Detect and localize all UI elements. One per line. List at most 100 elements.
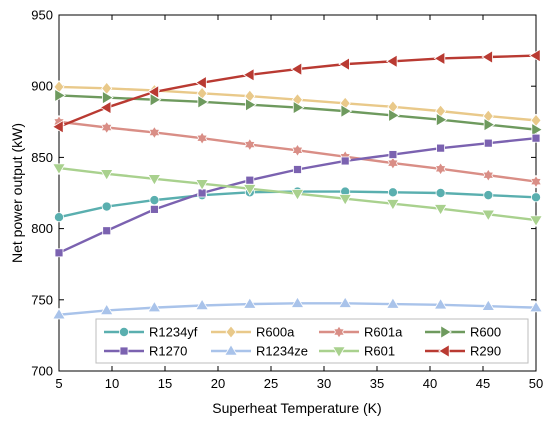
data-point-r601 bbox=[481, 209, 496, 222]
y-tick-label: 800 bbox=[31, 221, 53, 236]
data-point-r290 bbox=[52, 119, 64, 134]
data-point-r290 bbox=[147, 84, 160, 99]
data-point-r1234ze bbox=[529, 300, 543, 313]
data-point-r1234yf bbox=[531, 192, 542, 203]
data-point-r290 bbox=[385, 54, 398, 69]
y-tick-label: 850 bbox=[31, 150, 53, 165]
data-point-r1270 bbox=[149, 204, 159, 214]
x-tick-label: 50 bbox=[529, 376, 543, 391]
data-point-r601 bbox=[385, 199, 400, 211]
data-point-r1270 bbox=[54, 248, 64, 258]
y-tick-label: 950 bbox=[31, 8, 53, 23]
data-point-r1234yf bbox=[54, 212, 65, 223]
data-point-r600 bbox=[435, 112, 448, 127]
data-point-r1234ze bbox=[147, 300, 162, 313]
data-point-r601 bbox=[338, 194, 353, 206]
x-tick-label: 30 bbox=[317, 376, 331, 391]
legend-marker-r600a bbox=[225, 325, 237, 339]
data-point-r601a bbox=[291, 143, 304, 158]
data-point-r601 bbox=[52, 163, 66, 176]
data-point-r1234ze bbox=[481, 299, 496, 311]
data-point-r601 bbox=[99, 169, 114, 181]
data-point-r601a bbox=[530, 174, 542, 189]
legend-label-r600a: R600a bbox=[256, 325, 295, 340]
legend-label-r290: R290 bbox=[470, 344, 501, 359]
data-point-r1234yf bbox=[387, 187, 398, 198]
data-point-r601a bbox=[148, 125, 161, 140]
data-point-r1270 bbox=[245, 175, 255, 185]
data-point-r1234yf bbox=[149, 195, 160, 206]
data-point-r290 bbox=[338, 57, 350, 72]
data-point-r601 bbox=[433, 204, 448, 216]
data-point-r600 bbox=[102, 90, 114, 105]
data-point-r601 bbox=[529, 215, 543, 228]
data-point-r601a bbox=[243, 137, 256, 152]
data-point-r1270 bbox=[436, 143, 446, 153]
data-point-r1234yf bbox=[483, 190, 494, 201]
x-tick-label: 45 bbox=[476, 376, 490, 391]
data-point-r1234ze bbox=[385, 297, 400, 309]
legend-label-r601: R601 bbox=[364, 344, 395, 359]
legend-box bbox=[95, 318, 529, 364]
data-point-r1234yf bbox=[435, 187, 446, 198]
data-point-r290 bbox=[481, 50, 493, 64]
data-point-r1234ze bbox=[195, 298, 210, 311]
data-point-r600 bbox=[292, 100, 305, 115]
y-tick-label: 700 bbox=[31, 364, 53, 379]
data-point-r600 bbox=[483, 117, 496, 132]
data-point-r1234ze bbox=[99, 303, 114, 316]
data-point-r601 bbox=[242, 184, 257, 196]
legend-marker-r600 bbox=[440, 325, 452, 339]
data-point-r1270 bbox=[531, 133, 541, 143]
data-point-r1270 bbox=[483, 138, 493, 148]
y-axis-label: Net power output (kW) bbox=[9, 123, 25, 263]
legend-marker-r601a bbox=[333, 325, 345, 339]
data-point-r600 bbox=[197, 94, 210, 109]
data-point-r1270 bbox=[340, 156, 350, 166]
data-point-r290 bbox=[242, 67, 255, 82]
x-tick-label: 5 bbox=[55, 376, 62, 391]
data-point-r600 bbox=[54, 88, 66, 103]
data-point-r601a bbox=[196, 131, 208, 145]
legend-marker-r601 bbox=[332, 346, 346, 358]
data-point-r290 bbox=[529, 48, 541, 63]
data-point-r601 bbox=[195, 179, 210, 191]
x-tick-label: 15 bbox=[158, 376, 172, 391]
legend-label-r600: R600 bbox=[470, 325, 501, 340]
data-point-r290 bbox=[99, 100, 112, 115]
data-point-r601a bbox=[482, 168, 495, 182]
data-point-r600 bbox=[340, 104, 353, 119]
data-point-r1270 bbox=[102, 226, 112, 236]
legend-label-r601a: R601a bbox=[364, 325, 403, 340]
series-markers bbox=[52, 48, 543, 320]
data-point-r1270 bbox=[293, 165, 302, 174]
data-point-r1234ze bbox=[433, 297, 448, 310]
data-point-r290 bbox=[290, 62, 303, 77]
legend: R1234yf R600a R601a R600 R1270 R1234ze R601 R29… bbox=[95, 318, 529, 364]
x-tick-label: 20 bbox=[211, 376, 225, 391]
data-point-r600 bbox=[245, 97, 257, 112]
data-point-r601a bbox=[100, 120, 113, 135]
data-point-r601 bbox=[290, 189, 305, 201]
legend-label-r1270: R1270 bbox=[149, 344, 187, 359]
data-point-r600 bbox=[531, 122, 543, 137]
data-point-r1270 bbox=[388, 150, 398, 159]
data-point-r601a bbox=[434, 162, 447, 176]
x-tick-label: 40 bbox=[423, 376, 437, 391]
legend-label-r1234ze: R1234ze bbox=[256, 344, 308, 359]
data-point-r1234yf bbox=[101, 201, 112, 212]
data-point-r600 bbox=[388, 108, 400, 123]
y-tick-label: 750 bbox=[31, 292, 53, 307]
data-point-r1234ze bbox=[338, 296, 353, 308]
data-point-r290 bbox=[433, 51, 446, 66]
data-point-r1234ze bbox=[52, 307, 66, 320]
data-point-r1234ze bbox=[242, 297, 257, 309]
legend-label-r1234yf: R1234yf bbox=[149, 325, 198, 340]
data-point-r290 bbox=[195, 75, 207, 90]
x-tick-label: 10 bbox=[105, 376, 119, 391]
axis-ticks: 5 10 15 20 25 30 35 40 45 50 700 750 800 850 900 950 bbox=[31, 8, 543, 392]
legend-marker-r1234ze bbox=[224, 344, 238, 356]
legend-marker-r1234yf bbox=[119, 326, 130, 337]
legend-marker-r290 bbox=[438, 344, 450, 358]
